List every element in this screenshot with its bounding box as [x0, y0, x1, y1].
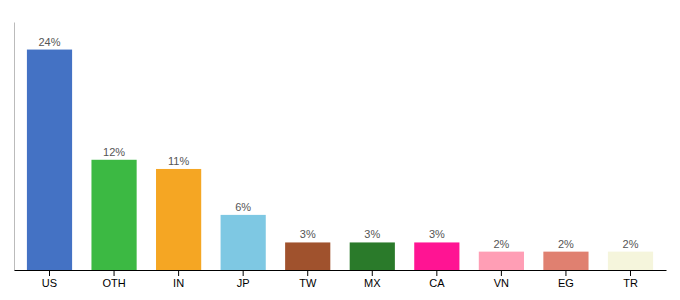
x-tick-mark: [307, 270, 308, 276]
data-label: 11%: [168, 155, 189, 167]
x-tick: EG: [558, 270, 574, 289]
x-axis-line: [15, 270, 667, 271]
plot: 24% 12% 11% 6% 3% 3% 3% 2% 2% 2% US OTH IN JP TW MX CA VN…: [15, 23, 667, 289]
data-label: 2%: [623, 238, 639, 250]
bar: [221, 215, 266, 270]
bar: [91, 160, 136, 270]
bar: [608, 252, 653, 270]
data-label: 6%: [235, 201, 251, 213]
data-label: 24%: [38, 36, 60, 48]
bar: [285, 242, 330, 270]
x-tick-label: EG: [558, 277, 574, 289]
x-tick-label: CA: [429, 277, 445, 289]
x-tick: VN: [494, 270, 509, 289]
x-tick-mark: [49, 270, 50, 276]
x-tick-label: TW: [299, 277, 317, 289]
x-tick: IN: [173, 270, 184, 289]
x-tick: TW: [299, 270, 317, 289]
data-label: 3%: [364, 228, 380, 240]
bar: [479, 252, 524, 270]
x-tick: TR: [623, 270, 638, 289]
bar: [543, 252, 588, 270]
x-tick-label: OTH: [102, 277, 125, 289]
data-labels: 24% 12% 11% 6% 3% 3% 3% 2% 2% 2%: [38, 36, 638, 250]
x-tick: MX: [364, 270, 381, 289]
y-axis-line: [14, 23, 15, 271]
x-tick-label: VN: [494, 277, 509, 289]
data-label: 2%: [493, 238, 509, 250]
bar: [27, 50, 72, 270]
x-axis: US OTH IN JP TW MX CA VN EG TR: [15, 270, 667, 289]
x-tick-mark: [243, 270, 244, 276]
x-tick-label: US: [42, 277, 57, 289]
x-tick-label: IN: [173, 277, 184, 289]
bar: [414, 242, 459, 270]
x-tick-mark: [372, 270, 373, 276]
chart: 24% 12% 11% 6% 3% 3% 3% 2% 2% 2% US OTH IN JP TW MX CA VN…: [0, 0, 680, 300]
data-label: 12%: [103, 146, 125, 158]
x-tick-mark: [630, 270, 631, 276]
x-tick-mark: [178, 270, 179, 276]
x-tick: OTH: [102, 270, 125, 289]
y-axis: [14, 23, 15, 271]
x-tick-label: MX: [364, 277, 381, 289]
bar: [156, 169, 201, 270]
x-tick: JP: [237, 270, 250, 289]
x-tick-label: JP: [237, 277, 250, 289]
x-tick-mark: [565, 270, 566, 276]
bar: [350, 242, 395, 270]
x-tick: CA: [429, 270, 445, 289]
x-tick: US: [42, 270, 57, 289]
data-label: 3%: [300, 228, 316, 240]
data-label: 3%: [429, 228, 445, 240]
data-label: 2%: [558, 238, 574, 250]
bars: [27, 50, 653, 270]
x-tick-mark: [501, 270, 502, 276]
x-tick-mark: [436, 270, 437, 276]
x-tick-label: TR: [623, 277, 638, 289]
x-tick-mark: [114, 270, 115, 276]
